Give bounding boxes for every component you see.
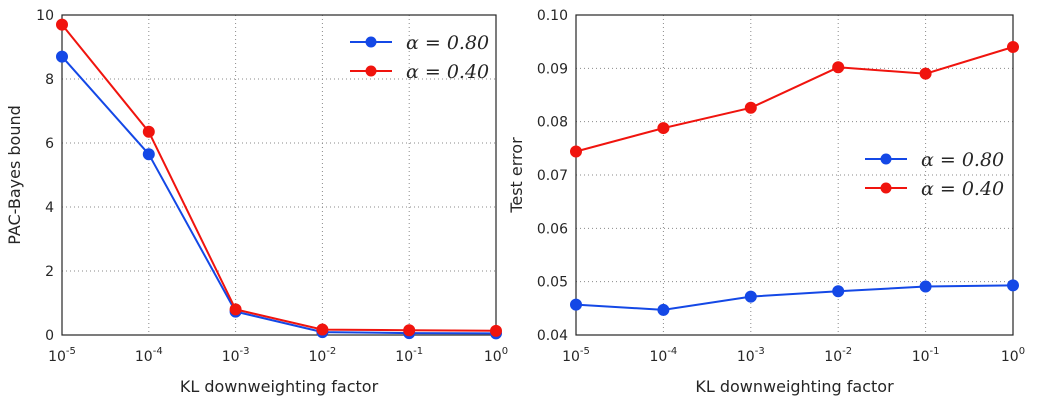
- x-tick-label: 100: [484, 346, 508, 365]
- data-point: [1007, 279, 1019, 292]
- data-point: [142, 148, 155, 161]
- series-line: [575, 284, 1014, 311]
- pac-bayes-chart: 0 2 4 6 8 10 10-5 10-4 10-3 10-2 10-1 100 KL downwei…: [5, 8, 508, 396]
- data-point: [570, 298, 582, 311]
- y-tick-label: 0.10: [537, 8, 568, 24]
- x-tick-label: 10-2: [308, 346, 336, 365]
- data-point: [1007, 41, 1019, 53]
- y-tick-label: 6: [45, 136, 54, 152]
- data-point: [919, 280, 932, 293]
- x-tick-label: 10-4: [649, 346, 677, 365]
- series-line: [61, 55, 497, 335]
- legend-marker: [365, 36, 377, 48]
- legend-marker: [365, 65, 377, 77]
- y-tick-label: 2: [45, 264, 54, 280]
- data-point: [56, 50, 68, 63]
- y-tick-label: 0.09: [537, 61, 568, 77]
- data-point: [142, 125, 155, 138]
- x-tick-label: 100: [1001, 346, 1025, 365]
- data-point: [570, 145, 582, 158]
- axes-frame: [61, 14, 497, 336]
- data-point: [919, 67, 932, 80]
- y-tick-label: 4: [45, 200, 54, 216]
- y-tick-label: 0.04: [537, 328, 568, 344]
- data-point: [832, 61, 845, 74]
- x-tick-label: 10-1: [912, 346, 940, 365]
- data-point: [229, 303, 242, 316]
- legend-label: α = 0.40: [921, 178, 1004, 200]
- legend: α = 0.80 α = 0.40: [865, 149, 1004, 200]
- y-axis-label: PAC-Bayes bound: [5, 105, 24, 245]
- y-tick-label: 0.05: [537, 275, 568, 291]
- legend-label: α = 0.40: [406, 61, 489, 83]
- data-point: [316, 323, 329, 336]
- y-tick-label: 0: [45, 328, 54, 344]
- legend-marker: [880, 182, 892, 194]
- data-point: [744, 290, 757, 303]
- y-tick-label: 0.08: [537, 115, 568, 131]
- series-line: [575, 46, 1014, 153]
- x-tick-label: 10-5: [48, 346, 76, 365]
- x-tick-label: 10-3: [737, 346, 765, 365]
- y-axis-label: Test error: [507, 137, 526, 214]
- x-tick-label: 10-3: [222, 346, 250, 365]
- data-point: [490, 324, 502, 337]
- data-point: [657, 122, 670, 135]
- y-tick-label: 0.07: [537, 168, 568, 184]
- y-tick-label: 10: [36, 8, 54, 24]
- data-point: [744, 101, 757, 114]
- series-line: [61, 23, 497, 332]
- data-point: [56, 18, 68, 31]
- legend-label: α = 0.80: [406, 32, 489, 54]
- data-point: [832, 285, 845, 298]
- x-axis-label: KL downweighting factor: [695, 377, 894, 396]
- y-tick-label: 8: [45, 72, 54, 88]
- data-point: [403, 324, 416, 337]
- x-tick-label: 10-5: [562, 346, 590, 365]
- legend-label: α = 0.80: [921, 149, 1004, 171]
- legend-marker: [880, 153, 892, 165]
- legend: α = 0.80 α = 0.40: [350, 32, 489, 83]
- axes-frame: [575, 14, 1014, 336]
- data-point: [657, 303, 670, 316]
- x-tick-label: 10-2: [824, 346, 852, 365]
- test-error-chart: 0.04 0.05 0.06 0.07 0.08 0.09 0.10 10-5 10-4 10-3…: [507, 8, 1025, 396]
- x-tick-label: 10-4: [135, 346, 163, 365]
- x-axis-label: KL downweighting factor: [180, 377, 379, 396]
- x-tick-label: 10-1: [395, 346, 423, 365]
- y-tick-label: 0.06: [537, 221, 568, 237]
